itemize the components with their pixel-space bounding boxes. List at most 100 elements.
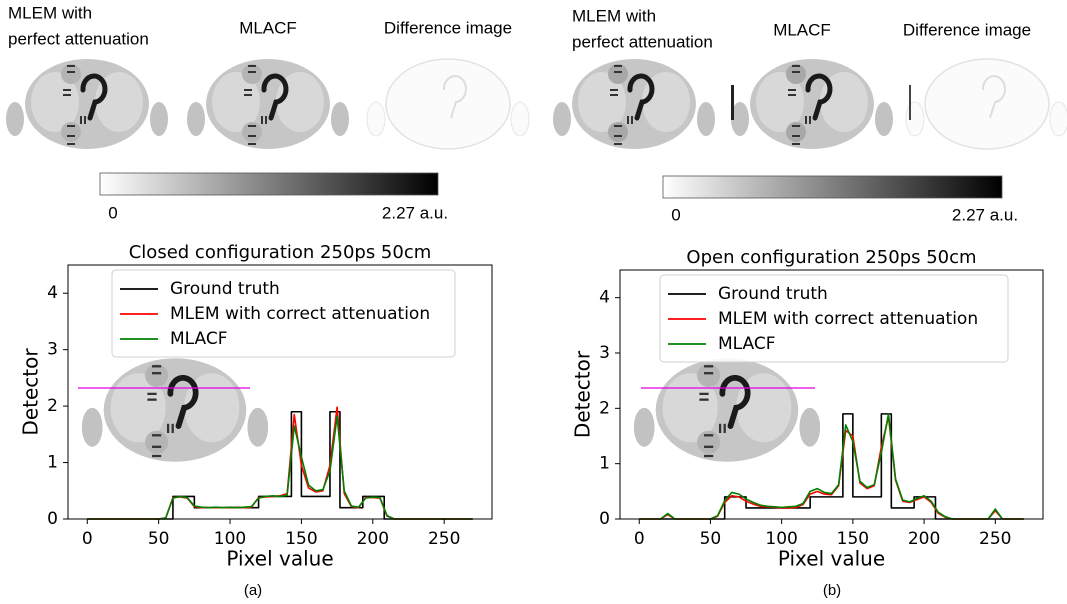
y-tick-label: 0 [47,509,58,529]
panel-title: MLEM with [572,6,656,25]
y-tick-label: 1 [599,454,610,474]
spine [697,430,721,454]
x-axis-label: Pixel value [778,547,885,571]
phantom-images [6,58,1067,150]
arm [875,102,893,136]
spine [242,64,262,84]
spine [608,122,628,142]
caption: (b) [823,582,841,599]
heart [627,73,655,121]
spine [786,64,806,84]
plot-frame [67,264,493,520]
colorbar-max: 2.27 a.u. [382,203,448,222]
heart [719,375,751,429]
y-axis-label: Detector [19,348,43,436]
panel-title: perfect attenuation [572,32,713,51]
phantom [553,59,715,149]
colorbar [662,175,1003,199]
legend-label: MLACF [718,334,776,354]
chart: Closed configuration 250ps 50cm 0 50 100 150… [19,242,493,599]
y-axis-label: Detector [571,350,595,438]
arm [905,101,925,137]
lung [110,373,166,443]
arm [731,102,749,136]
legend-label: MLACF [170,329,228,349]
artifact [909,85,911,120]
heart [805,73,833,121]
legend-label: MLEM with correct attenuation [170,304,430,324]
lung [578,72,626,132]
x-axis-label: Pixel value [226,547,333,571]
spine [61,122,81,142]
spine [608,64,628,84]
phantom [633,358,821,462]
colorbar-min: 0 [108,203,117,222]
lung [212,72,260,132]
body [924,58,1050,150]
x-tick-label: 150 [837,529,869,549]
inset [633,358,821,462]
x-tick-label: 250 [428,529,460,549]
arm [553,102,571,136]
y-tick-label: 2 [599,398,610,418]
plot-frame [619,269,1044,520]
legend-label: Ground truth [718,284,828,304]
lung [31,72,79,132]
arm [510,101,530,137]
heart [80,73,108,121]
x-tick-label: 100 [214,529,246,549]
colorbar-min: 0 [671,205,680,224]
x-tick-label: 250 [979,529,1011,549]
colorbar-labels: 0 2.27 a.u. 0 2.27 a.u. [108,203,1018,224]
phantom [366,58,530,150]
arm [187,102,205,136]
lung [756,72,804,132]
spine [145,364,169,387]
y-tick-label: 3 [599,343,610,363]
heart [167,375,199,429]
x-tick-label: 0 [82,529,93,549]
spine [697,364,721,387]
panel-title: perfect attenuation [8,29,149,48]
phantom [905,58,1067,150]
legend-label: Ground truth [170,279,280,299]
inset [81,358,269,462]
arm [331,102,349,136]
artifact [731,85,734,120]
x-tick-label: 0 [634,529,645,549]
x-tick-label: 150 [285,529,317,549]
arm [6,102,24,136]
colorbar-max: 2.27 a.u. [952,205,1018,224]
x-tick-label: 200 [357,529,389,549]
arm [799,407,821,447]
y-tick-label: 1 [47,453,58,473]
spine [61,64,81,84]
image-titles: MLEM with perfect attenuation MLACF Diff… [8,3,1031,51]
spine [786,122,806,142]
spine [242,122,262,142]
chart-title: Closed configuration 250ps 50cm [129,242,432,263]
x-tick-label: 200 [908,529,940,549]
arm [247,407,269,447]
y-tick-label: 4 [599,288,610,308]
y-tick-label: 3 [47,340,58,360]
caption: (a) [244,582,262,599]
panel-title: MLACF [773,20,831,39]
chart-title: Open configuration 250ps 50cm [686,247,976,268]
body [385,58,511,150]
panel-title: MLEM with [8,3,92,22]
structure [981,75,1006,119]
y-tick-label: 2 [47,396,58,416]
arm [150,102,168,136]
arm [81,407,103,447]
arm [366,101,386,137]
y-tick-label: 0 [599,509,610,529]
x-tick-label: 50 [700,529,722,549]
heart [261,73,289,121]
phantom [731,59,893,149]
arm [633,407,655,447]
legend-box [111,269,456,358]
phantom [187,59,349,149]
